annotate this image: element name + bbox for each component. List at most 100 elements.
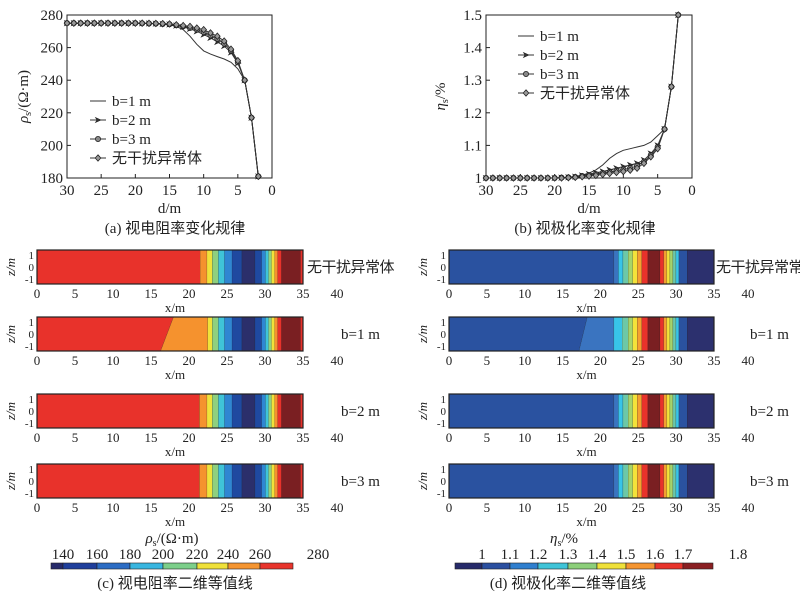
- data-point: [77, 19, 84, 27]
- x-tick-label: 10: [616, 183, 631, 199]
- data-point: [544, 174, 552, 182]
- legend-label: 无干扰异常体: [540, 85, 630, 102]
- contour-band: [271, 249, 276, 285]
- x-axis-label: x/m: [576, 300, 596, 315]
- colorbar-segment: [625, 562, 656, 570]
- data-point: [145, 19, 153, 28]
- contour-band: [678, 249, 688, 285]
- data-point: [84, 19, 91, 27]
- data-point: [193, 24, 201, 32]
- contour-band: [622, 316, 629, 352]
- x-tick-label: 25: [632, 286, 645, 301]
- colorbar-tick-label: 240: [217, 547, 240, 563]
- caption-c: (c) 视电阻率二维等值线: [97, 574, 252, 592]
- contour-band: [36, 463, 200, 499]
- x-tick-label: 25: [632, 430, 645, 445]
- colorbar-tick-label: 1.2: [529, 547, 548, 563]
- y-tick-label: 240: [41, 73, 64, 89]
- contour-band: [199, 463, 208, 499]
- contour-band: [613, 249, 619, 285]
- x-axis-label: d/m: [577, 201, 601, 217]
- data-point: [179, 21, 187, 30]
- x-tick-label: 35: [297, 430, 310, 445]
- contour-band: [261, 316, 266, 352]
- colorbar-segment: [454, 562, 483, 570]
- x-tick-label: 30: [259, 500, 272, 515]
- panel-frame: [36, 393, 304, 429]
- data-point: [661, 125, 668, 133]
- x-tick-label: 0: [688, 183, 696, 199]
- panel-label: b=3 m: [341, 474, 380, 490]
- colorbar-tick-label: 1.6: [646, 547, 665, 563]
- colorbar-segment: [596, 562, 627, 570]
- contour-band: [660, 249, 665, 285]
- z-tick-label: -1: [25, 488, 34, 500]
- z-tick-label: 1: [29, 317, 35, 329]
- x-tick-label: 15: [145, 500, 158, 515]
- x-axis-label: x/m: [576, 367, 596, 382]
- x-tick-label: 30: [670, 500, 683, 515]
- z-tick-label: 1: [29, 394, 35, 406]
- z-tick-label: 1: [441, 394, 447, 406]
- contour-band: [242, 393, 256, 429]
- data-point: [255, 172, 262, 181]
- line-chart-0: 30 25 20 15 10 5 0 180 200 220 240 260 280 d/m ρs/(Ω·m…: [16, 8, 276, 217]
- panel-label: b=1 m: [750, 327, 789, 343]
- legend-marker: [523, 71, 530, 78]
- data-point: [234, 56, 242, 65]
- contour-band: [281, 249, 301, 285]
- x-tick-label: 20: [183, 286, 196, 301]
- z-tick-label: 0: [441, 406, 447, 418]
- contour-band: [628, 393, 634, 429]
- contour-band: [618, 249, 624, 285]
- contour-band: [663, 393, 668, 429]
- z-tick-label: 0: [29, 262, 35, 274]
- panel-label: b=3 m: [750, 474, 789, 490]
- colorbar-segment: [509, 562, 539, 570]
- colorbar-segment: [227, 562, 261, 570]
- x-axis-label: x/m: [576, 444, 596, 459]
- contour-band: [687, 393, 715, 429]
- x-tick-label: 40: [742, 430, 755, 445]
- x-tick-label: 30: [60, 183, 75, 199]
- z-tick-label: -1: [25, 274, 34, 286]
- z-axis-label: z/m: [415, 325, 430, 344]
- contour-band: [274, 393, 279, 429]
- colorbar-tick-label: 1.7: [674, 547, 693, 563]
- contour-band: [613, 463, 619, 499]
- x-tick-label: 35: [708, 430, 721, 445]
- x-tick-label: 5: [72, 430, 79, 445]
- contour-band: [200, 249, 208, 285]
- contour-band: [672, 393, 677, 429]
- x-tick-label: 0: [34, 500, 41, 515]
- y-tick-label: 1.5: [463, 8, 482, 24]
- contour-band: [687, 249, 715, 285]
- contour-band: [207, 316, 213, 352]
- data-point: [200, 25, 207, 34]
- x-tick-label: 10: [196, 183, 211, 199]
- contour-band: [265, 249, 269, 285]
- contour-band: [242, 463, 256, 499]
- y-axis-label: ηs/%: [433, 82, 451, 110]
- contour-band: [666, 463, 671, 499]
- x-tick-label: 15: [556, 500, 569, 515]
- x-axis-label: x/m: [165, 514, 185, 529]
- caption-b: (b) 视极化率变化规律: [514, 220, 655, 237]
- contour-band: [613, 393, 619, 429]
- data-point: [530, 174, 538, 182]
- contour-band: [632, 463, 638, 499]
- x-tick-label: 5: [484, 500, 491, 515]
- x-tick-label: 0: [446, 500, 453, 515]
- contour-band: [687, 463, 715, 499]
- colorbar-tick-label: 160: [86, 547, 109, 563]
- x-tick-label: 10: [107, 500, 120, 515]
- x-tick-label: 35: [708, 353, 721, 368]
- x-tick-label: 20: [594, 286, 607, 301]
- legend-label: b=2 m: [540, 48, 579, 64]
- x-tick-label: 0: [446, 430, 453, 445]
- y-tick-label: 220: [41, 106, 64, 122]
- contour-band: [242, 316, 256, 352]
- legend-label: b=2 m: [112, 113, 151, 129]
- x-tick-label: 35: [708, 500, 721, 515]
